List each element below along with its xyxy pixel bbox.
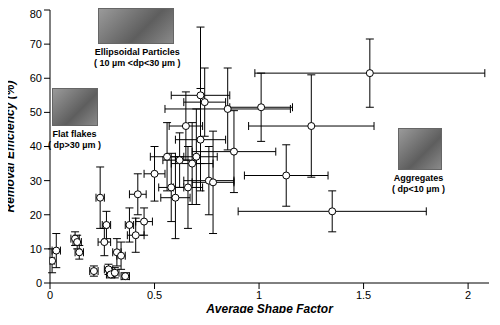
svg-text:0: 0 (36, 277, 42, 289)
html-text:( 10 µm <dp<30 µm ): ( 10 µm <dp<30 µm ) (94, 58, 181, 68)
svg-text:50: 50 (30, 106, 42, 118)
svg-text:80: 80 (30, 8, 42, 20)
svg-text:1.5: 1.5 (356, 289, 371, 301)
svg-text:Removal Efficiency (%): Removal Efficiency (%) (8, 81, 17, 213)
svg-text:60: 60 (30, 72, 42, 84)
svg-text:40: 40 (30, 140, 42, 152)
svg-text:0: 0 (47, 289, 53, 301)
html-text:Ellipsoidal Particles: Ellipsoidal Particles (94, 47, 180, 57)
svg-text:70: 70 (30, 38, 42, 50)
html-text:( dp<10 µm ): ( dp<10 µm ) (392, 184, 445, 194)
html-text:Flat flakes: Flat flakes (52, 129, 97, 139)
svg-text:10: 10 (30, 243, 42, 255)
html-text:Aggregates: Aggregates (393, 173, 444, 183)
svg-text:30: 30 (30, 175, 42, 187)
svg-text:0.5: 0.5 (147, 289, 162, 301)
svg-text:20: 20 (30, 209, 42, 221)
svg-text:2: 2 (465, 289, 471, 301)
svg-text:1: 1 (256, 289, 262, 301)
svg-text:Average Shape Factor: Average Shape Factor (205, 302, 334, 313)
html-text:( dp>30 µm ): ( dp>30 µm ) (48, 140, 101, 150)
